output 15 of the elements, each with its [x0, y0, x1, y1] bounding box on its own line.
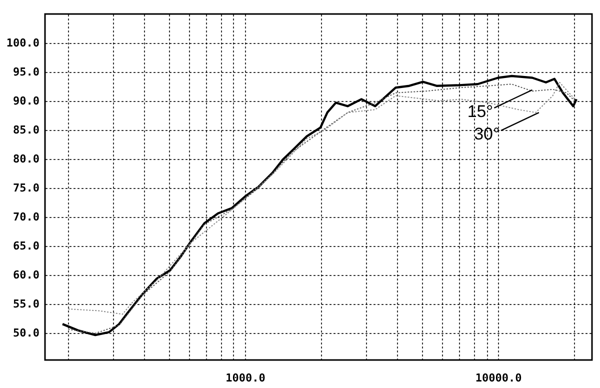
- x-tick-label: 1000.0: [226, 372, 266, 384]
- y-tick-label: 70.0: [13, 210, 40, 224]
- y-tick-label: 75.0: [13, 181, 40, 194]
- x-tick-label: 10000.0: [475, 372, 522, 384]
- y-tick-label: 100.0: [6, 36, 40, 50]
- y-tick-label: 55.0: [13, 297, 40, 310]
- y-tick-label: 80.0: [13, 152, 40, 166]
- y-tick-label: 50.0: [13, 326, 40, 340]
- y-tick-label: 60.0: [13, 268, 40, 282]
- y-tick-label: 90.0: [13, 94, 40, 108]
- y-tick-label: 95.0: [13, 65, 40, 78]
- y-tick-label: 85.0: [13, 123, 40, 136]
- y-tick-label: 65.0: [13, 239, 40, 252]
- annotation: 30°: [474, 124, 500, 144]
- annotation: 15°: [467, 102, 494, 121]
